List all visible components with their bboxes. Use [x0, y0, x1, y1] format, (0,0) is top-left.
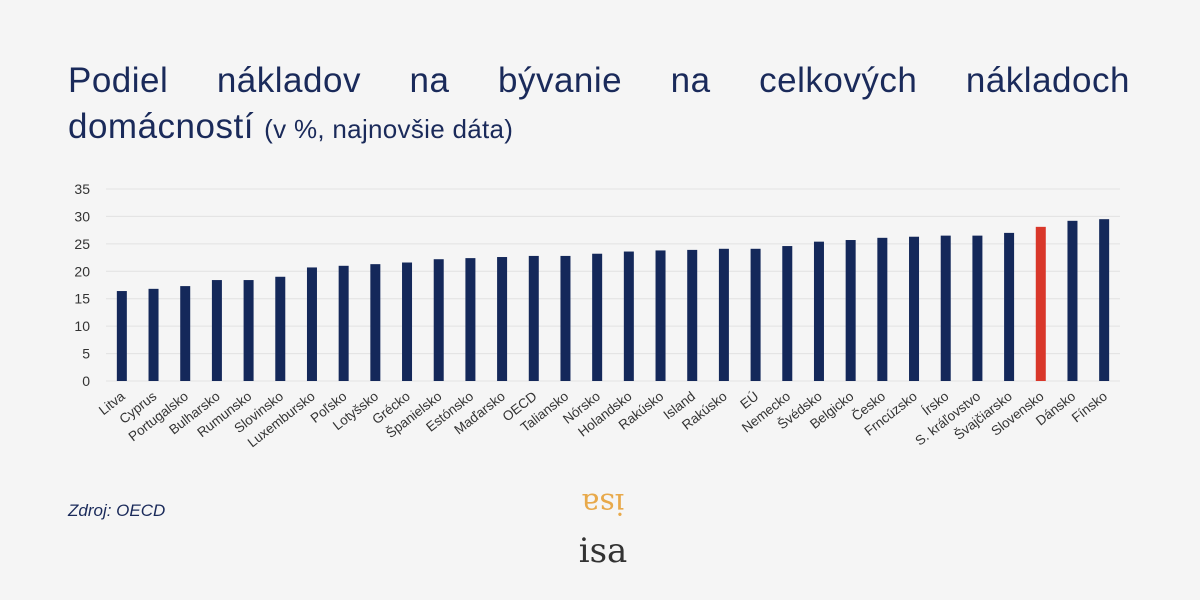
- bar: [877, 237, 888, 381]
- bar: [560, 255, 571, 381]
- bar: [1004, 232, 1015, 381]
- bar: [623, 251, 634, 381]
- bar: [845, 240, 856, 381]
- bar: [1067, 220, 1078, 381]
- bar: [275, 276, 286, 381]
- title-word: Podiel: [68, 61, 169, 100]
- bar: [655, 250, 666, 381]
- logo-bottom-text: isa: [579, 531, 628, 568]
- bar: [180, 286, 191, 381]
- bar: [1099, 219, 1110, 381]
- bar: [433, 259, 444, 381]
- y-tick-label: 5: [82, 346, 90, 362]
- title-subtitle: (v %, najnovšie dáta): [264, 114, 514, 144]
- title-word: celkových: [759, 61, 918, 100]
- bar: [211, 280, 222, 381]
- bar: [813, 241, 824, 381]
- y-tick-label: 0: [82, 373, 90, 389]
- title-word: na: [670, 61, 711, 100]
- logo-top-text: isa: [581, 488, 624, 521]
- bar: [370, 264, 381, 381]
- y-tick-label: 35: [74, 181, 90, 197]
- bar: [718, 248, 729, 381]
- bar: [592, 253, 603, 381]
- y-tick-label: 10: [74, 318, 90, 334]
- bar: [782, 246, 793, 381]
- bar: [465, 258, 476, 381]
- bar: [940, 235, 951, 381]
- bar: [497, 257, 508, 381]
- y-tick-label: 30: [74, 208, 90, 224]
- title-word: na: [409, 61, 450, 100]
- y-tick-label: 20: [74, 263, 90, 279]
- title-word: nákladov: [216, 61, 361, 100]
- bar: [306, 267, 317, 381]
- title-line-1: Podiel nákladov na bývanie na celkových náklad…: [68, 58, 1130, 104]
- bar: [148, 288, 159, 381]
- bar: [338, 265, 349, 381]
- chart-title: Podiel nákladov na bývanie na celkových náklad…: [68, 58, 1130, 152]
- title-line-2: domácností (v %, najnovšie dáta): [68, 104, 1130, 152]
- bar: [116, 291, 127, 381]
- bar: [909, 236, 920, 381]
- title-word: bývanie: [497, 61, 623, 100]
- title-word: nákladoch: [965, 61, 1130, 100]
- bar: [1035, 226, 1046, 381]
- bar: [750, 248, 761, 381]
- title-main: domácností: [68, 107, 254, 146]
- bar: [687, 249, 698, 381]
- source-note: Zdroj: OECD: [68, 501, 166, 520]
- bar: [972, 235, 983, 381]
- bar: [528, 255, 539, 381]
- x-tick-label: Fínsko: [1069, 389, 1110, 426]
- bar: [402, 262, 413, 381]
- bar: [243, 280, 254, 381]
- y-tick-label: 15: [74, 291, 90, 307]
- isa-logo: isa isa: [579, 488, 628, 568]
- y-tick-label: 25: [74, 236, 90, 252]
